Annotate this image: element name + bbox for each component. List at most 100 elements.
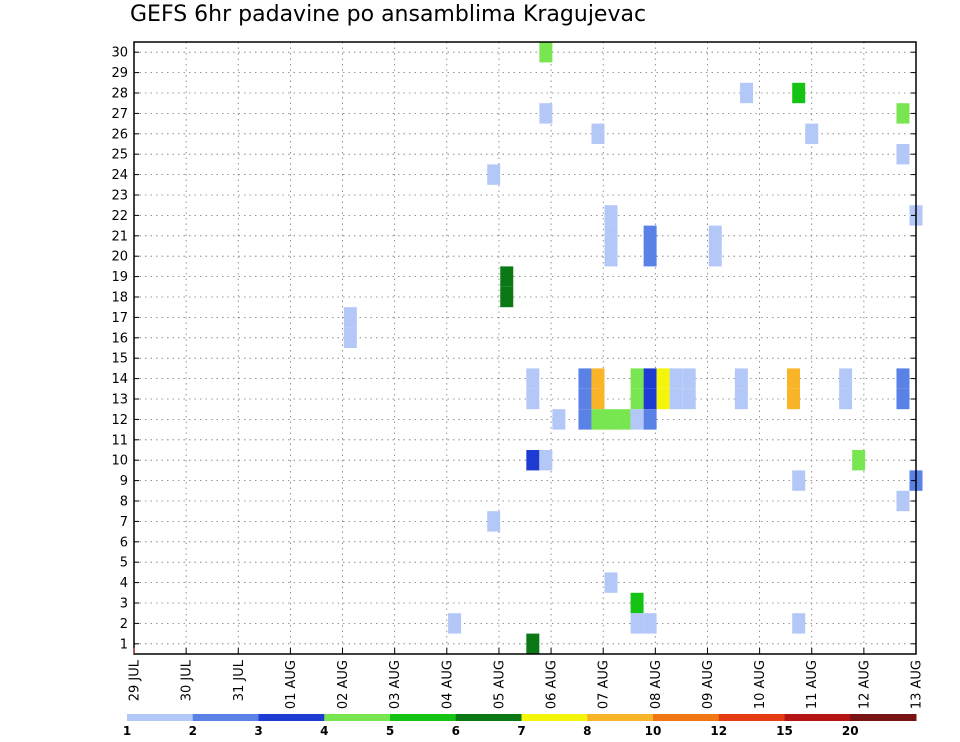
precip-cell <box>539 103 553 124</box>
y-tick-label: 24 <box>111 168 128 183</box>
precip-cell <box>839 368 853 389</box>
precip-cell <box>343 307 357 328</box>
precip-cell <box>643 246 657 267</box>
precip-cell <box>578 388 592 410</box>
precip-cell <box>526 388 540 410</box>
precip-cell <box>591 123 605 144</box>
y-tick-label: 10 <box>111 454 128 469</box>
x-tick-label: 11 AUG <box>805 660 820 709</box>
y-tick-label: 21 <box>111 229 128 244</box>
precip-cell <box>643 388 657 410</box>
precip-cell <box>734 368 748 389</box>
precip-cell <box>591 368 605 389</box>
x-tick-label: 02 AUG <box>336 660 351 709</box>
precip-cell <box>526 633 540 654</box>
colorbar-label: 4 <box>320 724 328 738</box>
precip-cell <box>792 613 806 634</box>
precip-cell <box>643 613 657 634</box>
precip-cell <box>539 42 553 63</box>
y-tick-label: 5 <box>120 556 128 571</box>
x-tick-label: 07 AUG <box>597 660 612 709</box>
precip-cell <box>500 266 514 287</box>
precip-cell <box>604 572 618 593</box>
precip-cell <box>487 511 501 532</box>
precip-cell <box>740 82 754 104</box>
colorbar-segment <box>390 714 457 721</box>
precip-cell <box>604 205 618 226</box>
precip-cell <box>792 82 806 104</box>
x-tick-label: 09 AUG <box>701 660 716 709</box>
precip-cell <box>539 450 553 471</box>
y-tick-label: 22 <box>111 209 128 224</box>
precip-cell <box>896 103 910 124</box>
precip-cell <box>630 409 644 430</box>
y-tick-label: 8 <box>120 495 128 510</box>
precip-cell <box>617 409 631 430</box>
precip-cells <box>343 42 923 654</box>
x-tick-label: 29 JUL <box>128 659 143 701</box>
y-tick-label: 2 <box>120 617 128 632</box>
precip-cell <box>604 409 618 430</box>
y-tick-label: 3 <box>120 597 128 612</box>
x-tick-label: 12 AUG <box>857 660 872 709</box>
precip-cell <box>487 164 501 185</box>
y-tick-label: 14 <box>111 372 128 387</box>
grid <box>134 42 916 654</box>
plot-frame <box>133 41 917 655</box>
y-tick-label: 11 <box>111 433 128 448</box>
precip-cell <box>643 368 657 389</box>
colorbar-segment <box>455 714 522 721</box>
x-tick-label: 13 AUG <box>910 660 925 709</box>
precip-cell <box>630 613 644 634</box>
precip-cell <box>896 144 910 165</box>
y-tick-label: 23 <box>111 189 128 204</box>
y-tick-label: 12 <box>111 413 128 428</box>
y-tick-label: 7 <box>120 515 128 530</box>
x-tick-label: 08 AUG <box>649 660 664 709</box>
colorbar-label: 6 <box>452 724 460 738</box>
precip-cell <box>805 123 819 144</box>
precip-cell <box>604 225 618 246</box>
colorbar-segment <box>192 714 259 721</box>
y-tick-label: 19 <box>111 270 128 285</box>
precip-cell <box>630 368 644 389</box>
precip-cell <box>669 388 683 410</box>
precip-cell <box>552 409 566 430</box>
precip-cell <box>708 225 722 246</box>
precip-cell <box>578 368 592 389</box>
y-tick-label: 13 <box>111 393 128 408</box>
x-tick-label: 03 AUG <box>388 660 403 709</box>
x-tick-label: 05 AUG <box>492 660 507 709</box>
precip-cell <box>591 409 605 430</box>
y-tick-label: 30 <box>111 46 128 61</box>
y-tick-label: 29 <box>111 66 128 81</box>
y-tick-label: 25 <box>111 148 128 163</box>
colorbar-segment <box>127 714 194 721</box>
precip-cell <box>448 613 462 634</box>
precip-cell <box>604 246 618 267</box>
precip-cell <box>896 490 910 512</box>
colorbar: 1 2 3 4 5 6 7 8 10 12 15 20 <box>123 714 917 738</box>
precip-cell <box>630 592 644 614</box>
precip-cell <box>839 388 853 410</box>
colorbar-label: 10 <box>645 724 662 738</box>
precip-cell <box>526 368 540 389</box>
colorbar-segment <box>521 714 588 721</box>
y-tick-label: 20 <box>111 250 128 265</box>
colorbar-segment <box>784 714 851 721</box>
y-axis: 1234567891011121314151617181920212223242… <box>111 46 916 652</box>
chart-title: GEFS 6hr padavine po ansamblima Kragujev… <box>130 2 647 27</box>
colorbar-label: 3 <box>254 724 262 738</box>
precip-cell <box>343 327 357 348</box>
x-tick-label: 06 AUG <box>545 660 560 709</box>
precip-cell <box>896 388 910 410</box>
colorbar-label: 8 <box>583 724 591 738</box>
precip-cell <box>896 368 910 389</box>
precip-cell <box>526 450 540 471</box>
y-tick-label: 1 <box>120 637 128 652</box>
precip-cell <box>630 388 644 410</box>
precip-cell <box>852 450 866 471</box>
y-tick-label: 15 <box>111 352 128 367</box>
colorbar-label: 2 <box>189 724 197 738</box>
precip-cell <box>643 225 657 246</box>
